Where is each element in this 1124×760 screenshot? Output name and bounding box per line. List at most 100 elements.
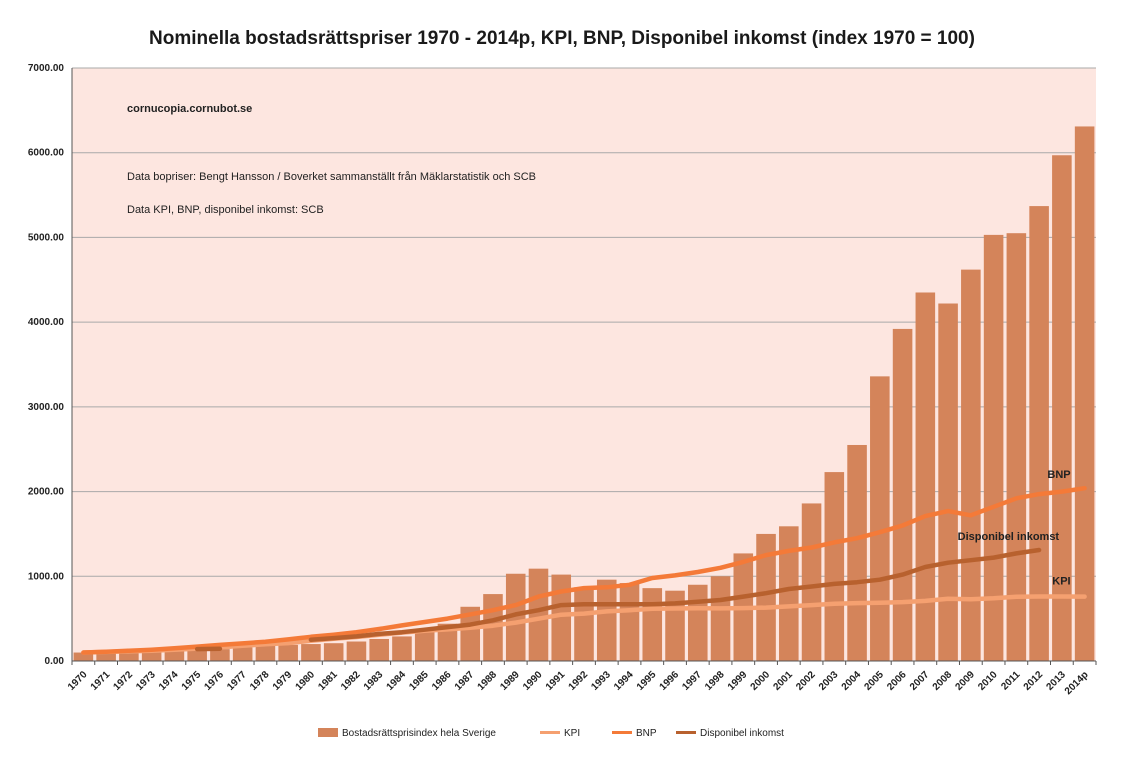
y-tick-label: 1000.00 xyxy=(28,571,65,582)
bar xyxy=(255,645,276,661)
x-tick-label: 2004 xyxy=(840,669,864,693)
legend-swatch xyxy=(318,728,338,737)
series-line xyxy=(81,594,1087,655)
x-tick-label: 1980 xyxy=(294,669,318,693)
x-tick-label: 2010 xyxy=(976,669,1000,693)
x-tick-label: 1982 xyxy=(339,669,363,693)
bar xyxy=(1052,155,1072,661)
bar xyxy=(710,576,731,661)
x-tick-label: 1991 xyxy=(544,669,568,693)
x-tick-label: 1986 xyxy=(430,669,454,693)
x-tick-labels: 1970 1971 1972 1973 1974 1975 1976 1977 1978 1979… xyxy=(66,669,1091,697)
legend-label: KPI xyxy=(564,728,580,739)
series-lines xyxy=(81,485,1087,655)
x-tick-label: 2008 xyxy=(931,669,955,693)
x-tick-label: 1971 xyxy=(89,669,113,693)
bar xyxy=(392,636,412,661)
x-tick-label: 1983 xyxy=(362,669,386,693)
bar xyxy=(847,444,867,661)
x-tick-label: 1977 xyxy=(225,669,249,693)
bar xyxy=(210,649,230,661)
x-tick-label: 1998 xyxy=(703,669,727,693)
bar xyxy=(119,651,139,661)
legend-label: Bostadsrättsprisindex hela Sverige xyxy=(342,728,496,739)
bar xyxy=(141,651,162,661)
x-tick-label: 2005 xyxy=(862,669,886,693)
series-end-label: KPI xyxy=(1052,576,1070,588)
annotation-text: cornucopia.cornubot.se xyxy=(127,103,252,115)
x-tick-label: 2002 xyxy=(794,669,818,693)
bar xyxy=(642,588,663,661)
x-tick-label: 1996 xyxy=(658,669,682,693)
x-tick-label: 1985 xyxy=(407,669,431,693)
x-tick-label: 2007 xyxy=(908,669,932,693)
x-tick-label: 2014p xyxy=(1063,669,1091,697)
series-line xyxy=(308,547,1042,643)
bar xyxy=(596,579,617,661)
bar xyxy=(687,584,708,661)
bar xyxy=(915,292,936,661)
x-tick-label: 1981 xyxy=(316,669,340,693)
x-tick-label: 1997 xyxy=(680,669,704,693)
series-line xyxy=(81,485,1087,655)
x-tick-label: 1999 xyxy=(726,669,750,693)
x-tick-label: 1979 xyxy=(271,669,295,693)
x-tick-label: 1976 xyxy=(203,669,227,693)
bar xyxy=(938,303,958,661)
x-tick-label: 1984 xyxy=(385,669,409,693)
legend: Bostadsrättsprisindex hela Sverige KPI BNP… xyxy=(318,728,784,739)
bar xyxy=(346,641,367,661)
bar xyxy=(323,643,344,661)
bar xyxy=(505,573,526,661)
legend-label: Disponibel inkomst xyxy=(700,728,784,739)
bar xyxy=(870,376,890,661)
x-tick-label: 2003 xyxy=(817,669,841,693)
bar xyxy=(961,269,981,661)
bar xyxy=(892,328,913,661)
bar xyxy=(232,647,253,661)
bar xyxy=(824,472,845,661)
bar xyxy=(756,533,776,661)
annotation-text: Data bopriser: Bengt Hansson / Boverket … xyxy=(127,171,536,183)
series-end-label: BNP xyxy=(1047,469,1070,481)
x-tick-label: 2006 xyxy=(885,669,909,693)
axes xyxy=(71,68,1097,665)
y-tick-label: 0.00 xyxy=(45,656,65,667)
x-tick-label: 1989 xyxy=(498,669,522,693)
series-end-label: Disponibel inkomst xyxy=(958,531,1060,543)
bar xyxy=(369,638,389,661)
bar xyxy=(460,606,481,661)
x-tick-label: 1978 xyxy=(248,669,272,693)
x-tick-label: 1975 xyxy=(180,669,204,693)
x-tick-label: 1988 xyxy=(476,669,500,693)
bar xyxy=(1029,206,1049,661)
y-tick-labels: 0.00 1000.00 2000.00 3000.00 4000.00 5000.00 6… xyxy=(28,63,65,667)
x-tick-label: 1994 xyxy=(612,669,636,693)
chart-title: Nominella bostadsrättspriser 1970 - 2014… xyxy=(149,28,975,49)
y-tick-label: 3000.00 xyxy=(28,402,65,413)
annotation-text: Data KPI, BNP, disponibel inkomst: SCB xyxy=(127,204,324,216)
bar xyxy=(437,623,458,661)
bar xyxy=(574,587,594,661)
x-tick-label: 1972 xyxy=(111,669,135,693)
bar xyxy=(551,574,572,661)
bar xyxy=(779,526,799,661)
x-tick-label: 2009 xyxy=(953,669,977,693)
bar xyxy=(96,652,116,661)
bar xyxy=(187,649,207,661)
bar xyxy=(528,568,549,661)
x-tick-label: 1973 xyxy=(134,669,158,693)
bar xyxy=(801,503,822,661)
x-tick-label: 2000 xyxy=(749,669,773,693)
x-tick-label: 1974 xyxy=(157,669,181,693)
y-tick-label: 7000.00 xyxy=(28,63,65,74)
x-tick-label: 1990 xyxy=(521,669,545,693)
y-tick-label: 4000.00 xyxy=(28,317,65,328)
x-tick-label: 2011 xyxy=(999,669,1022,692)
series-end-labels: KPI BNP Disponibel inkomst xyxy=(958,469,1071,587)
x-tick-label: 1987 xyxy=(453,669,477,693)
bar xyxy=(619,583,640,661)
x-tick-label: 1992 xyxy=(567,669,591,693)
bar xyxy=(414,630,435,661)
